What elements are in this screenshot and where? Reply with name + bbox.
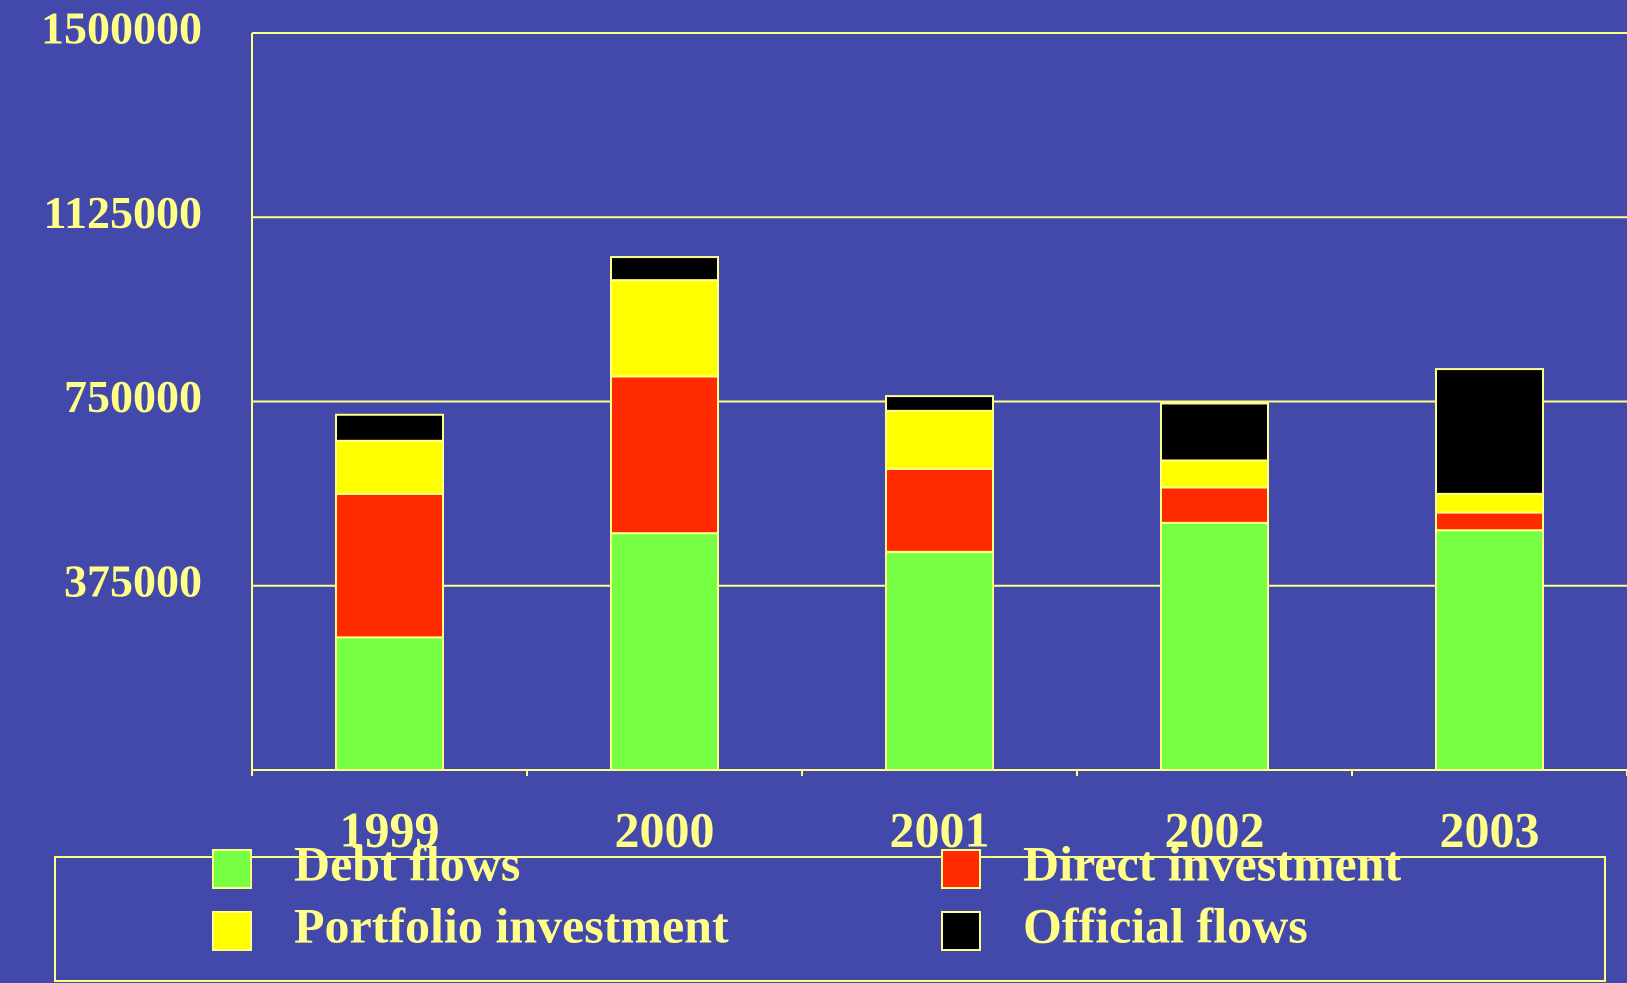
bar-segment (335, 492, 444, 639)
legend-label: Direct investment (1023, 835, 1401, 891)
y-tick-label: 375000 (64, 555, 202, 606)
bar-segment (335, 439, 444, 495)
y-tick-label: 1125000 (44, 187, 202, 238)
bar-segment (1160, 459, 1269, 489)
bar-segment (610, 256, 719, 282)
x-tick-label: 2003 (1440, 801, 1540, 857)
bar-segment (1160, 486, 1269, 524)
bar-segment (885, 395, 994, 412)
x-tick-label: 1999 (340, 801, 440, 857)
y-tick-label: 1500000 (41, 3, 202, 54)
legend-swatch (941, 911, 981, 951)
bar-segment (335, 413, 444, 442)
bar-segment (1160, 402, 1269, 462)
bar-segment (885, 467, 994, 553)
bar-segment (610, 279, 719, 378)
y-tick-label: 750000 (64, 371, 202, 422)
x-tick-label: 2002 (1165, 801, 1265, 857)
x-tick-label: 2000 (615, 801, 715, 857)
legend-label: Debt flows (294, 835, 520, 891)
legend-swatch (212, 911, 252, 951)
bar-segment (610, 375, 719, 535)
bar-segment (1435, 511, 1544, 532)
bar-segment (610, 532, 719, 771)
bar-segment (1160, 521, 1269, 771)
legend-label: Portfolio investment (294, 897, 729, 953)
bar-segment (1435, 368, 1544, 495)
legend-box (54, 856, 1606, 982)
legend-swatch (212, 849, 252, 889)
x-tick-label: 2001 (890, 801, 990, 857)
bar-segment (335, 636, 444, 772)
legend-swatch (941, 849, 981, 889)
legend-label: Official flows (1023, 897, 1308, 953)
bar-segment (1435, 529, 1544, 771)
bar-segment (885, 550, 994, 772)
bar-segment (885, 409, 994, 470)
bar-segment (1435, 492, 1544, 514)
